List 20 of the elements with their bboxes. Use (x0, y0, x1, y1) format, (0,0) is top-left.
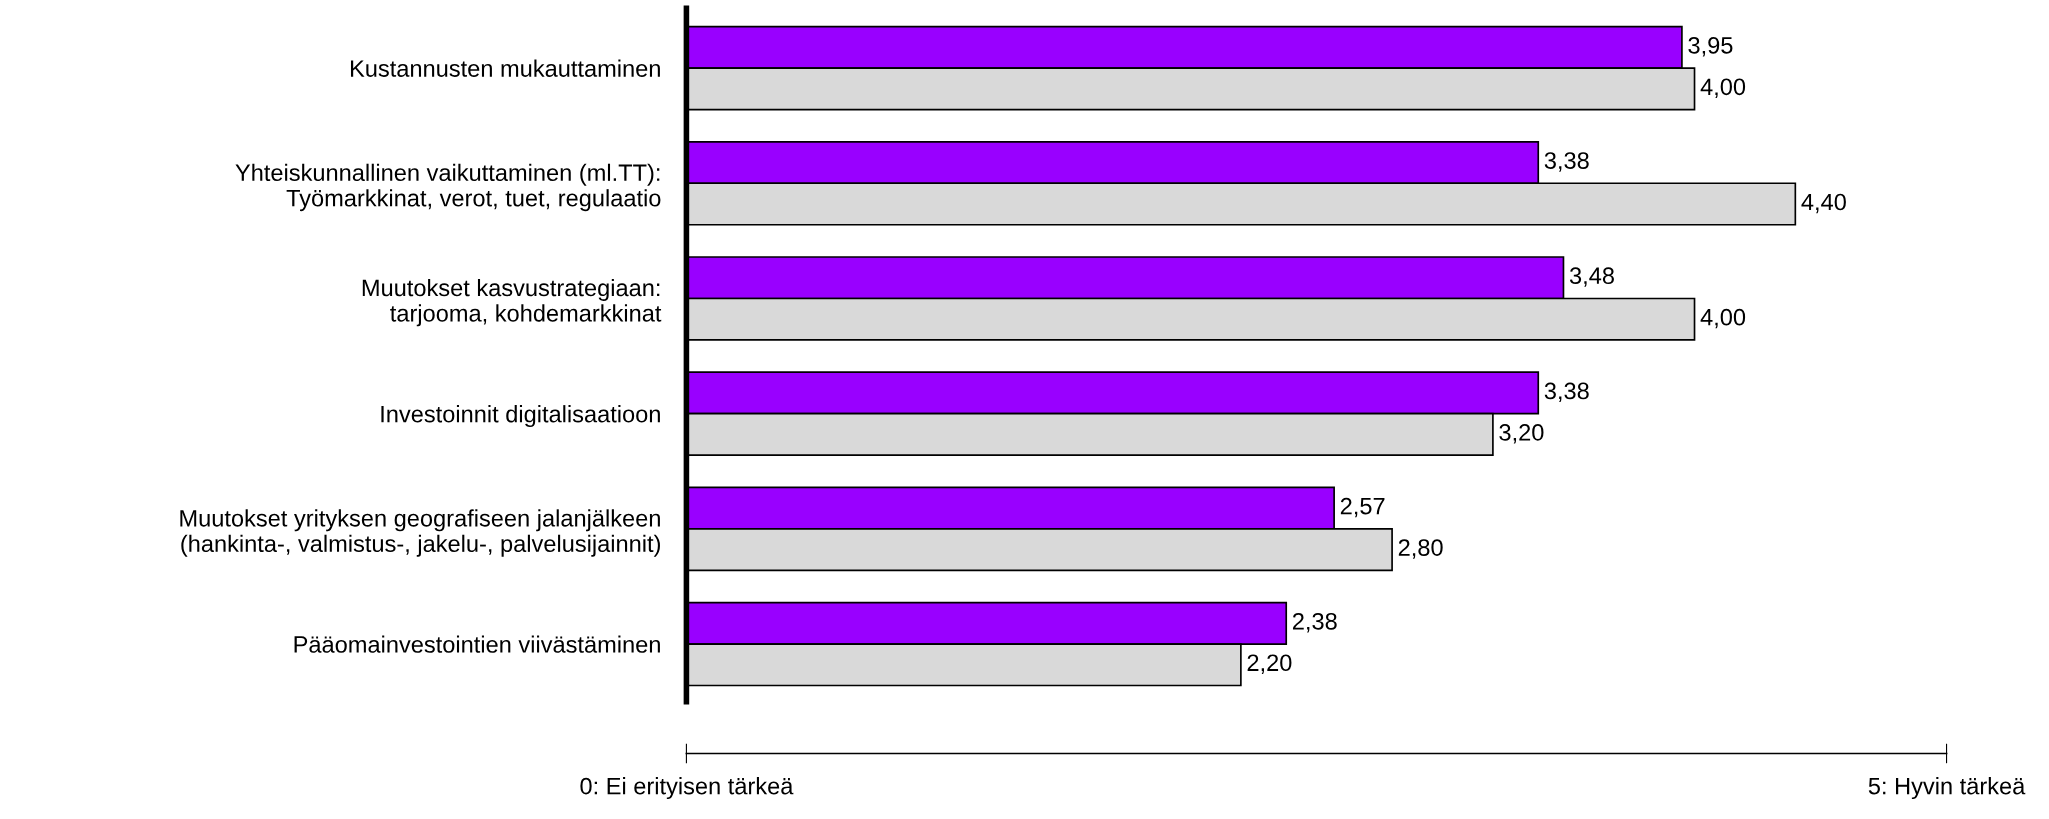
y-tick-label: Muutokset kasvustrategiaan: tarjooma, kohdemarkkinat (362, 278, 662, 327)
data-label: 3,38 (1544, 152, 1589, 172)
y-tick-label: Kustannusten mukauttaminen (350, 59, 660, 77)
data-label: 4,00 (1700, 308, 1746, 329)
y-tick-label: Investoinnit digitalisaatioon (381, 405, 660, 428)
data-label: 3,95 (1688, 36, 1733, 57)
x-tick-label: 5: Hyvin tärkeä (1868, 777, 2026, 800)
data-label: 3,20 (1499, 424, 1544, 444)
data-label: 2,38 (1292, 612, 1337, 633)
data-label: 4,40 (1801, 193, 1846, 214)
data-label: 2,57 (1340, 497, 1385, 518)
x-tick-label: 0: Ei erityisen tärkeä (580, 777, 794, 800)
data-label: 4,00 (1700, 78, 1746, 98)
data-label: 2,80 (1398, 539, 1443, 559)
data-label: 3,48 (1569, 267, 1614, 287)
y-tick-label: Yhteiskunnallinen vaikuttaminen (ml.TT): Työmarkkinat, verot, tuet, regulaatio (235, 163, 661, 212)
y-tick-label: Pääomainvestointien viivästäminen (294, 635, 660, 653)
data-label: 2,20 (1247, 654, 1292, 674)
y-tick-label: Muutokset yrityksen geografiseen jalanjälkeen (hankinta-, valmistus-, jakelu-, palvelusijainnit) (180, 509, 660, 557)
data-label: 3,38 (1544, 382, 1589, 403)
